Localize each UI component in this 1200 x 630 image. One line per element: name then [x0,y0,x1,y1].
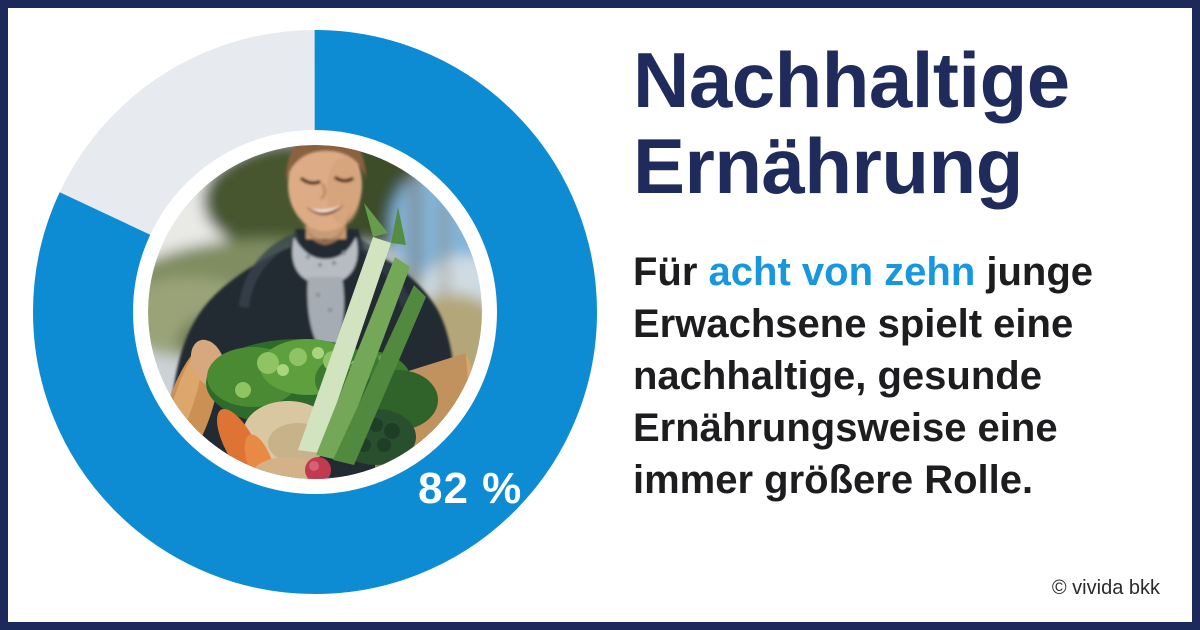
copyright-notice: © vivida bkk [1051,577,1160,599]
donut-chart [33,30,597,594]
center-photo [148,145,482,479]
description-prefix: Für [633,249,709,294]
donut-segment-main [33,30,597,594]
highlighted-text: acht von zehn [708,249,976,294]
page-title: Nachhaltige Ernährung [633,36,1070,210]
person-with-vegetables-illustration [148,145,482,479]
chart-value-label: 82 % [418,464,523,513]
description-rest: junge Erwachsene spielt eine nachhaltige… [633,249,1094,502]
text-column: Nachhaltige Ernährung Für acht von zehn … [633,36,1145,506]
description-text: Für acht von zehn junge Erwachsene spiel… [633,246,1145,506]
vegetables [160,203,482,479]
